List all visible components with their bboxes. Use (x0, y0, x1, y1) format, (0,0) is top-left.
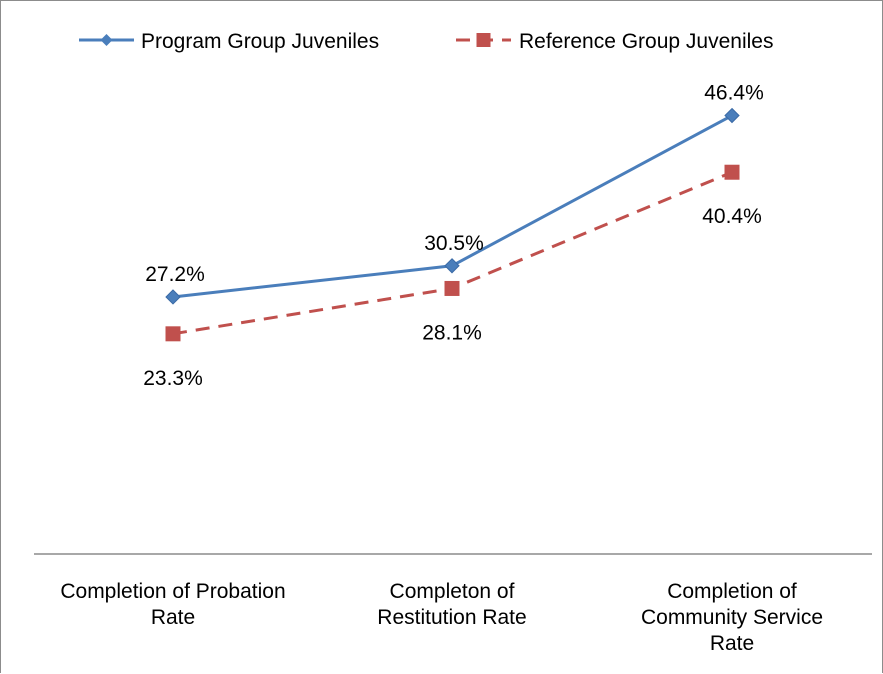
series-1-data-label-2: 30.5% (424, 232, 484, 255)
x-tick-label-1-line-2: Rate (151, 606, 195, 629)
x-tick-label-1-line-1: Completion of Probation (60, 580, 285, 603)
x-tick-label-3-line-3: Rate (710, 632, 754, 655)
series-1-marker-2 (444, 258, 460, 274)
x-tick-label-3-line-1: Completion of (667, 580, 797, 603)
series-2-data-label-2: 28.1% (422, 321, 482, 344)
x-tick-label-3-line-2: Community Service (641, 606, 823, 629)
series-1-marker-3 (724, 107, 740, 124)
series-2-marker-1 (165, 326, 181, 342)
series-2-data-label-3: 40.4% (702, 205, 762, 228)
legend-label-series-1: Program Group Juveniles (141, 30, 379, 53)
series-1-data-label-1: 27.2% (145, 263, 205, 286)
series-2-data-label-1: 23.3% (143, 367, 203, 390)
legend-marker-series-2 (476, 33, 491, 47)
series-1-data-label-3: 46.4% (704, 82, 764, 105)
x-tick-label-2-line-2: Restitution Rate (377, 606, 526, 629)
legend-label-series-2: Reference Group Juveniles (519, 30, 773, 53)
series-2-marker-2 (444, 280, 460, 296)
x-tick-label-2-line-1: Completon of (390, 580, 515, 603)
series-2-marker-3 (724, 164, 740, 180)
series-1-marker-1 (165, 289, 181, 305)
legend-marker-series-1 (100, 34, 113, 46)
